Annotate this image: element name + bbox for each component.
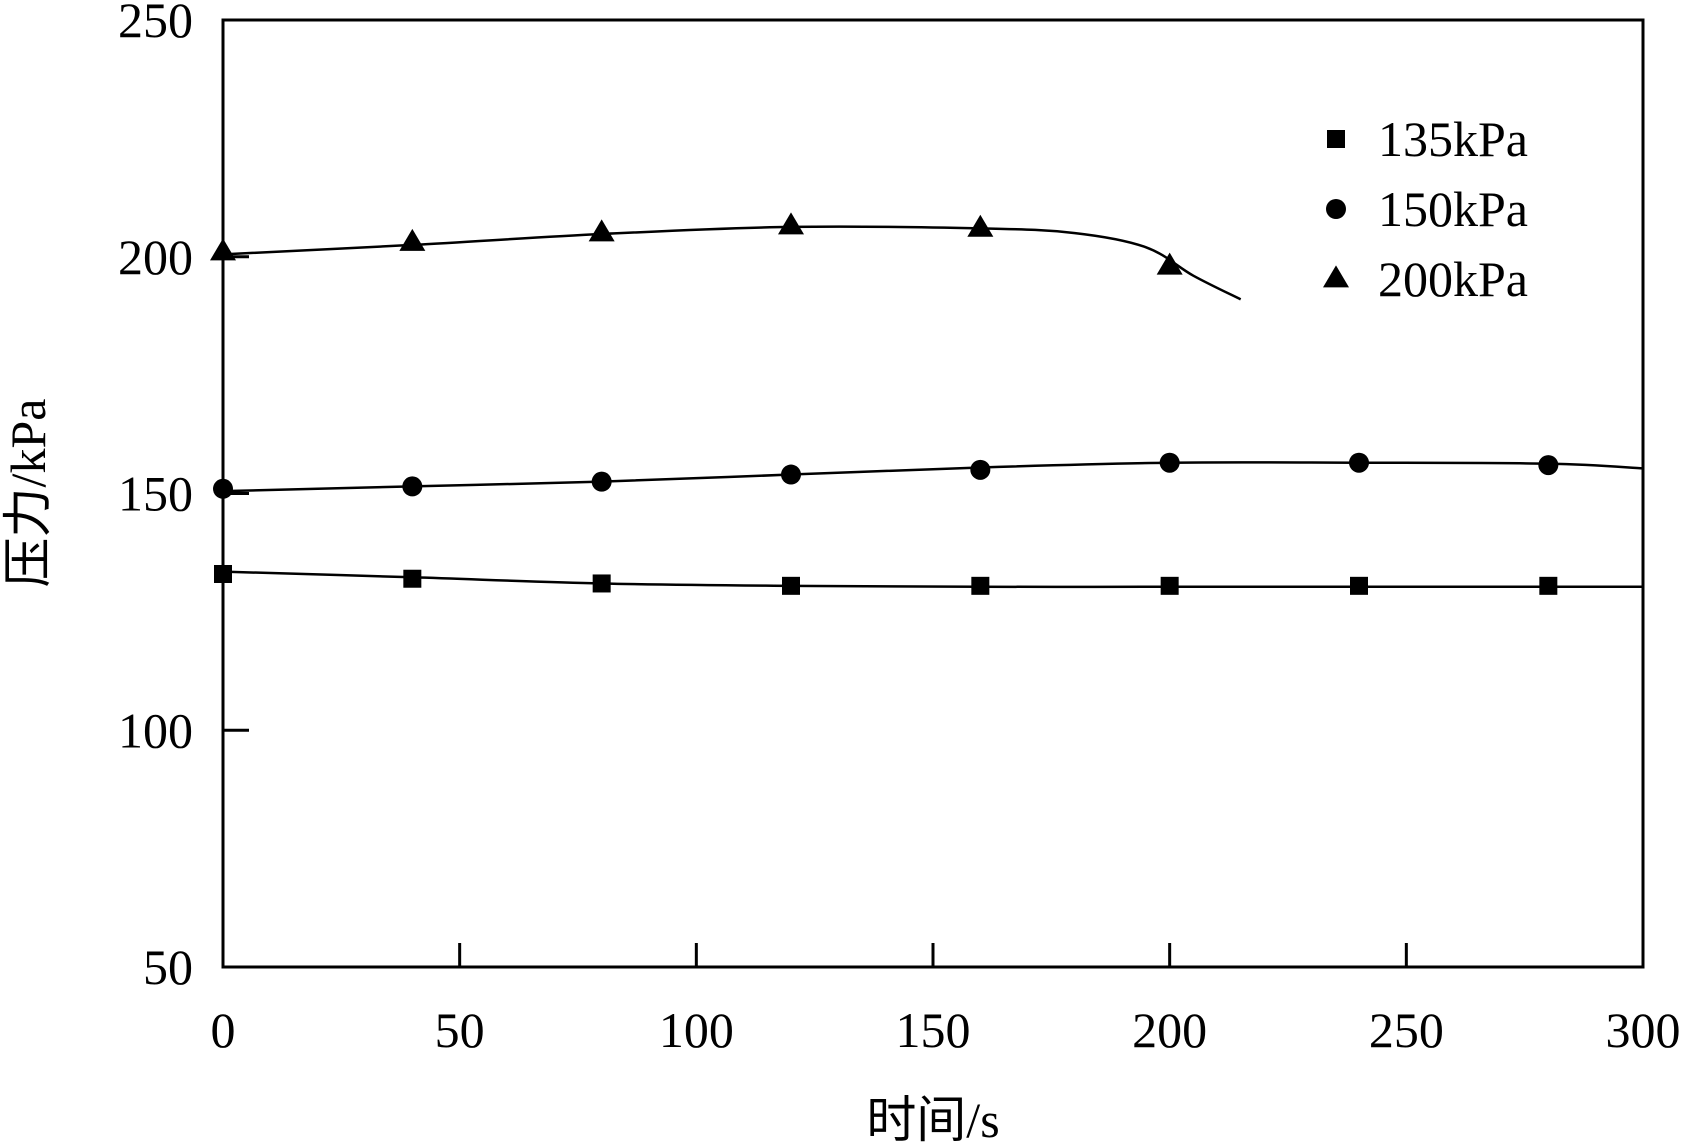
series-line-200kPa — [222, 225, 1242, 301]
y-tick-label: 100 — [118, 702, 193, 758]
data-point-135kPa — [782, 576, 800, 595]
x-axis-ticks: 0 50 100 150 200 250 300 — [211, 943, 1681, 1058]
y-tick-label: 50 — [143, 939, 193, 995]
data-point-200kPa — [967, 214, 994, 237]
legend-label: 150kPa — [1378, 181, 1528, 237]
data-point-135kPa — [971, 576, 990, 595]
legend: 135kPa 150kPa 200kPa — [1323, 111, 1528, 307]
y-tick-label: 200 — [118, 229, 193, 285]
data-point-135kPa — [1350, 576, 1368, 595]
data-point-200kPa — [1156, 252, 1183, 275]
x-tick-label: 50 — [435, 1002, 485, 1058]
x-tick-label: 100 — [659, 1002, 734, 1058]
y-axis-ticks: 50 100 150 200 250 — [118, 0, 249, 995]
data-point-200kPa — [399, 228, 426, 251]
legend-marker-150kPa — [1326, 199, 1346, 219]
y-axis-title: 压力/kPa — [0, 399, 56, 588]
x-tick-label: 300 — [1606, 1002, 1681, 1058]
x-tick-label: 0 — [211, 1002, 236, 1058]
series-lines — [222, 225, 1644, 589]
data-point-150kPa — [1159, 452, 1180, 473]
data-point-150kPa — [1538, 455, 1559, 476]
data-point-200kPa — [588, 219, 615, 242]
data-point-135kPa — [1160, 576, 1179, 595]
y-tick-label: 150 — [118, 466, 193, 522]
data-point-200kPa — [210, 238, 236, 261]
x-tick-label: 150 — [896, 1002, 971, 1058]
data-point-150kPa — [402, 476, 423, 497]
x-tick-label: 200 — [1132, 1002, 1207, 1058]
data-point-150kPa — [591, 471, 612, 492]
data-point-150kPa — [213, 478, 233, 499]
series-markers — [210, 212, 1559, 595]
x-tick-label: 250 — [1369, 1002, 1444, 1058]
series-line-150kPa — [222, 461, 1644, 493]
y-tick-label: 250 — [118, 0, 193, 48]
legend-label: 200kPa — [1378, 251, 1528, 307]
x-axis-title: 时间/s — [866, 1092, 999, 1145]
legend-marker-200kPa — [1323, 265, 1349, 288]
data-point-200kPa — [778, 212, 804, 235]
legend-label: 135kPa — [1378, 111, 1528, 167]
series-line-135kPa — [222, 570, 1643, 589]
data-point-135kPa — [1539, 576, 1558, 595]
data-point-150kPa — [781, 464, 801, 485]
data-point-135kPa — [403, 569, 422, 588]
data-point-150kPa — [1349, 452, 1369, 473]
data-point-135kPa — [592, 574, 611, 593]
legend-marker-135kPa — [1327, 130, 1345, 148]
data-point-150kPa — [970, 459, 991, 480]
data-point-135kPa — [214, 564, 232, 583]
